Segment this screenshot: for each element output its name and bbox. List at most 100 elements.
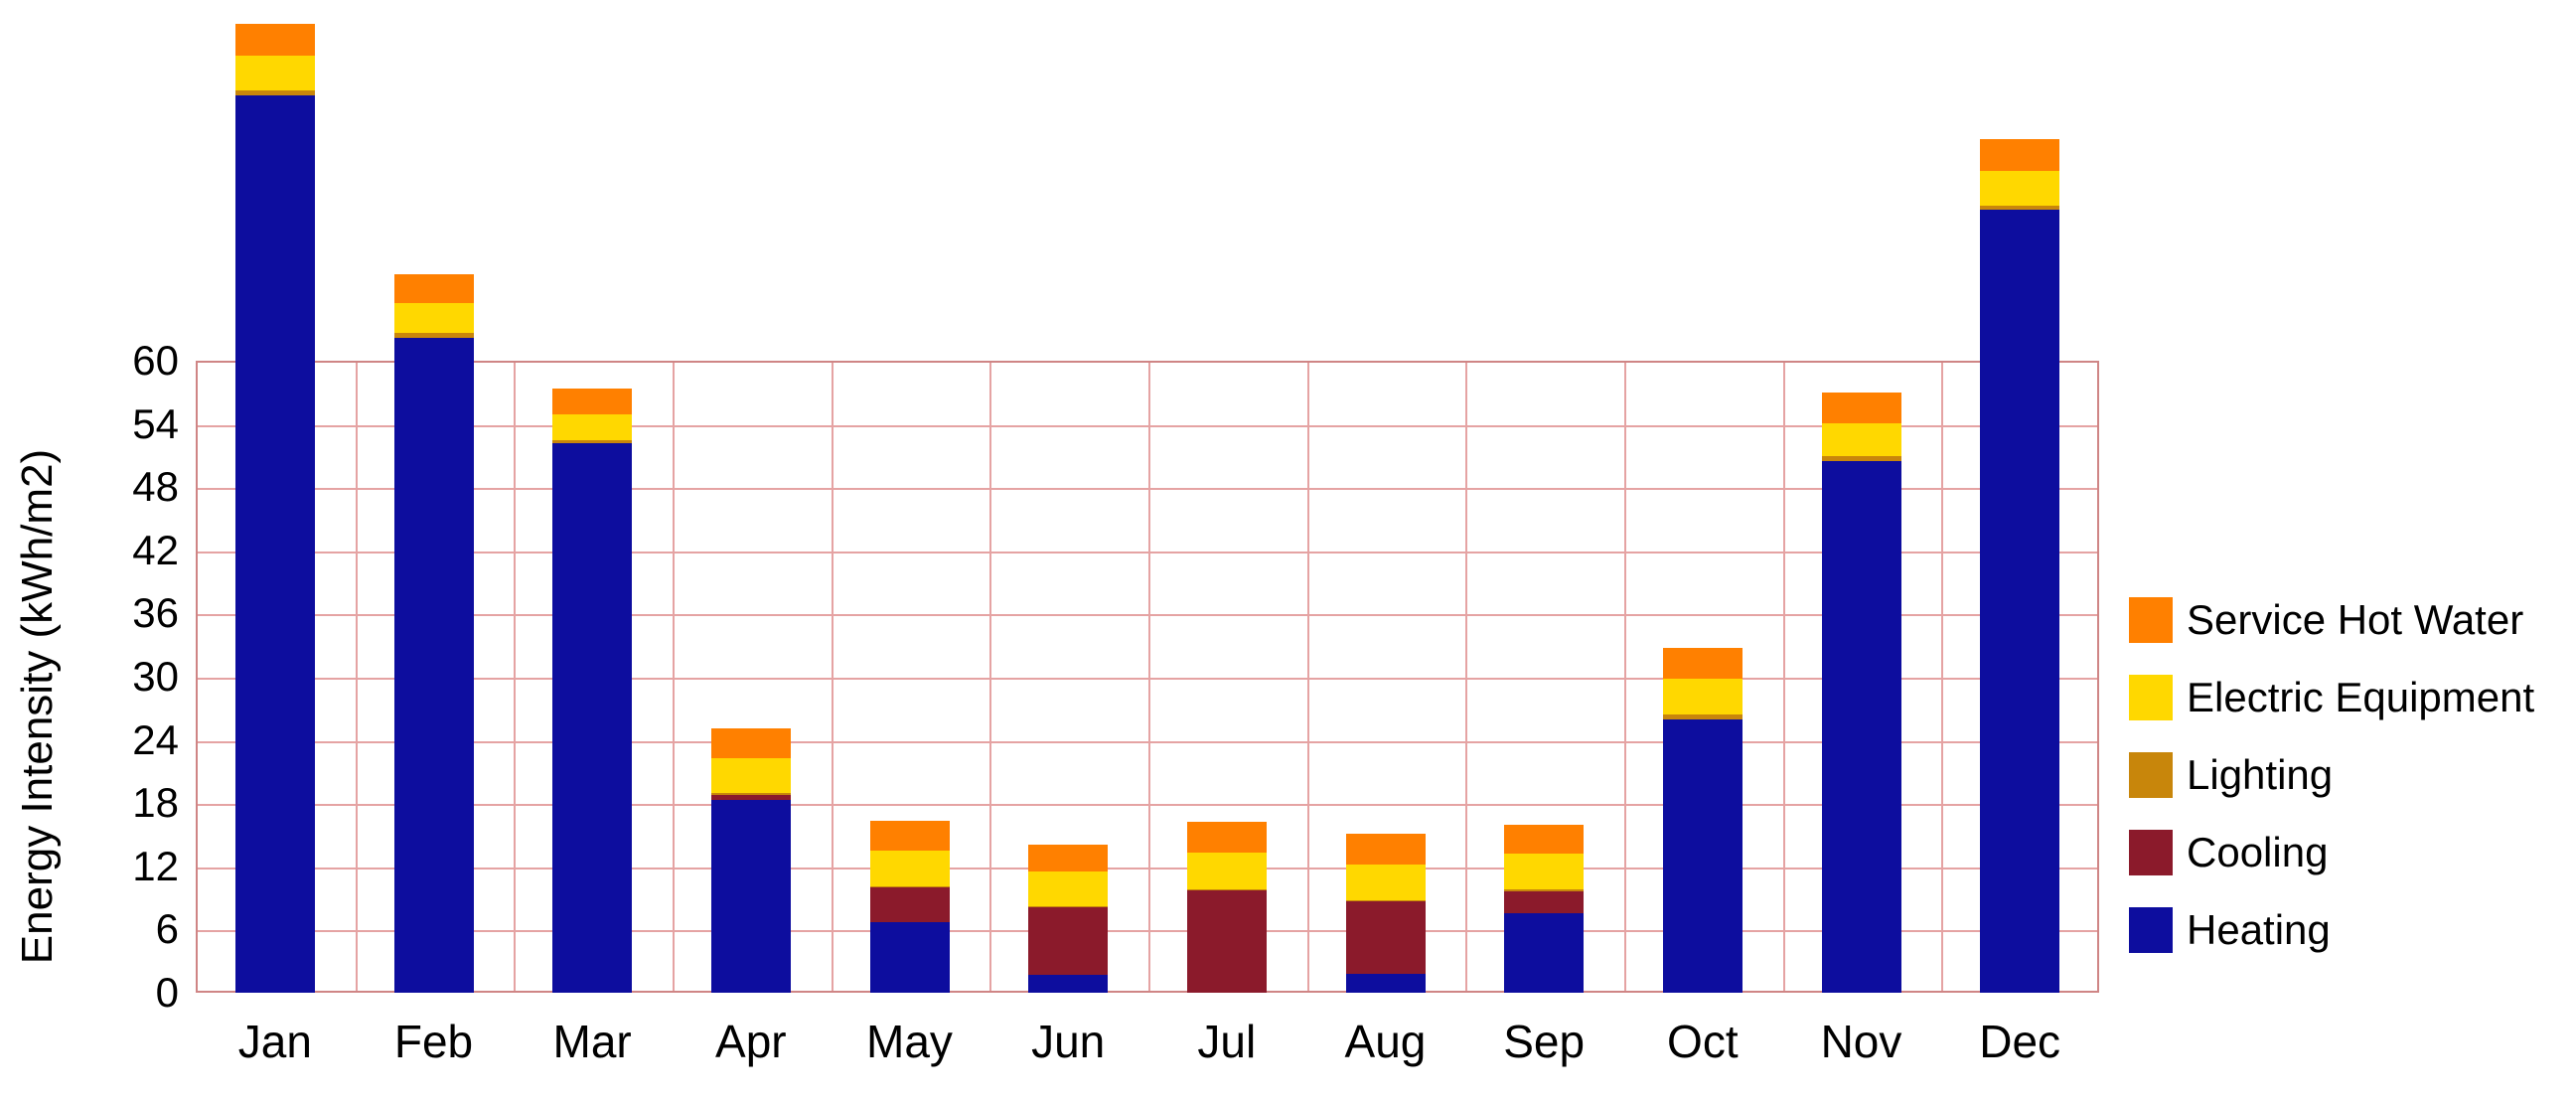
gridline-x-11: [1941, 363, 1944, 991]
bar-segment-lighting: [1980, 206, 2060, 211]
x-tick-label-Apr: Apr: [715, 1016, 787, 1067]
bar-segment-lighting: [552, 439, 633, 443]
bar-month-Jun: [1028, 844, 1109, 993]
bar-segment-service-hot-water: [1186, 822, 1267, 854]
gridline-x-7: [1306, 363, 1309, 991]
bar-segment-electric-equipment: [1662, 679, 1743, 715]
bar-segment-heating: [1028, 974, 1109, 993]
bar-segment-electric-equipment: [1504, 854, 1585, 890]
gridline-y-18: [198, 804, 2097, 807]
bar-month-Jul: [1186, 822, 1267, 993]
gridline-x-2: [514, 363, 517, 991]
bar-segment-heating: [710, 800, 791, 993]
bar-segment-electric-equipment: [1980, 171, 2060, 207]
bar-month-Mar: [552, 388, 633, 993]
y-tick-label-42: 42: [132, 526, 179, 573]
bar-segment-electric-equipment: [1028, 871, 1109, 907]
x-tick-label-Mar: Mar: [552, 1016, 632, 1067]
bar-segment-service-hot-water: [1821, 392, 1901, 423]
legend-label-cooling: Cooling: [2187, 829, 2329, 875]
y-tick-label-0: 0: [155, 969, 179, 1016]
bar-segment-heating: [234, 94, 315, 993]
legend-label-electric-equipment: Electric Equipment: [2187, 674, 2535, 720]
bar-month-Sep: [1504, 825, 1585, 993]
bar-segment-lighting: [234, 89, 315, 95]
gridline-y-12: [198, 867, 2097, 869]
bar-segment-service-hot-water: [1662, 648, 1743, 680]
bar-segment-electric-equipment: [234, 55, 315, 90]
gridline-x-3: [673, 363, 675, 991]
bar-segment-lighting: [869, 885, 950, 887]
gridline-y-42: [198, 551, 2097, 553]
bar-segment-heating: [393, 337, 474, 993]
bar-segment-lighting: [1345, 899, 1426, 901]
y-tick-label-12: 12: [132, 842, 179, 889]
x-tick-label-Feb: Feb: [393, 1016, 474, 1067]
bar-segment-service-hot-water: [1504, 825, 1585, 855]
y-tick-label-6: 6: [155, 905, 179, 953]
bar-segment-service-hot-water: [393, 274, 474, 303]
bar-segment-lighting: [1028, 906, 1109, 908]
y-tick-label-18: 18: [132, 779, 179, 827]
gridline-x-6: [1148, 363, 1150, 991]
bar-segment-service-hot-water: [1345, 833, 1426, 865]
bar-segment-service-hot-water: [1028, 844, 1109, 872]
bar-segment-electric-equipment: [1345, 864, 1426, 900]
gridline-y-54: [198, 424, 2097, 427]
bar-segment-service-hot-water: [552, 388, 633, 415]
bar-segment-service-hot-water: [1980, 139, 2060, 172]
x-tick-label-Dec: Dec: [1979, 1016, 2061, 1067]
bar-segment-lighting: [1662, 714, 1743, 720]
bar-segment-cooling: [1504, 891, 1585, 914]
x-tick-label-Nov: Nov: [1820, 1016, 1902, 1067]
gridline-x-5: [989, 363, 992, 991]
bar-month-Dec: [1980, 139, 2060, 993]
x-tick-label-Oct: Oct: [1667, 1016, 1739, 1067]
bar-segment-cooling: [710, 794, 791, 800]
bar-month-May: [869, 821, 950, 993]
y-tick-label-24: 24: [132, 715, 179, 763]
bar-month-Nov: [1821, 392, 1901, 993]
bar-segment-cooling: [869, 886, 950, 922]
bar-segment-lighting: [710, 792, 791, 795]
x-tick-label-Jan: Jan: [237, 1016, 312, 1067]
bar-segment-electric-equipment: [1821, 422, 1901, 457]
legend-swatch-electric-equipment: [2129, 675, 2173, 720]
bar-month-Oct: [1662, 648, 1743, 993]
bar-segment-heating: [1504, 913, 1585, 993]
y-tick-label-48: 48: [132, 463, 179, 511]
gridline-y-24: [198, 740, 2097, 743]
bar-segment-service-hot-water: [234, 23, 315, 56]
bar-segment-electric-equipment: [869, 850, 950, 886]
bar-segment-cooling: [1028, 907, 1109, 975]
y-tick-label-54: 54: [132, 399, 179, 447]
legend-swatch-lighting: [2129, 752, 2173, 798]
bar-segment-electric-equipment: [710, 757, 791, 793]
bar-month-Feb: [393, 274, 474, 993]
bar-segment-lighting: [1186, 889, 1267, 891]
y-tick-label-60: 60: [132, 337, 179, 384]
x-tick-label-Sep: Sep: [1503, 1016, 1586, 1067]
gridline-x-4: [831, 363, 833, 991]
gridline-y-48: [198, 488, 2097, 491]
plot-grid: [196, 361, 2099, 993]
bar-segment-cooling: [1186, 890, 1267, 993]
bar-segment-lighting: [1504, 889, 1585, 892]
legend-swatch-cooling: [2129, 830, 2173, 875]
legend-swatch-service-hot-water: [2129, 597, 2173, 643]
gridline-x-1: [355, 363, 358, 991]
bar-segment-heating: [1980, 210, 2060, 993]
bar-month-Jan: [234, 23, 315, 993]
x-tick-label-Aug: Aug: [1344, 1016, 1427, 1067]
gridline-y-30: [198, 678, 2097, 680]
x-tick-label-Jul: Jul: [1197, 1016, 1257, 1067]
bar-segment-heating: [1662, 719, 1743, 993]
bar-segment-heating: [1821, 460, 1901, 993]
legend-swatch-heating: [2129, 907, 2173, 953]
bar-segment-electric-equipment: [393, 302, 474, 334]
bar-segment-electric-equipment: [552, 414, 633, 440]
y-tick-label-30: 30: [132, 653, 179, 700]
x-tick-label-Jun: Jun: [1031, 1016, 1106, 1067]
bar-month-Apr: [710, 727, 791, 993]
bar-segment-heating: [1345, 973, 1426, 993]
